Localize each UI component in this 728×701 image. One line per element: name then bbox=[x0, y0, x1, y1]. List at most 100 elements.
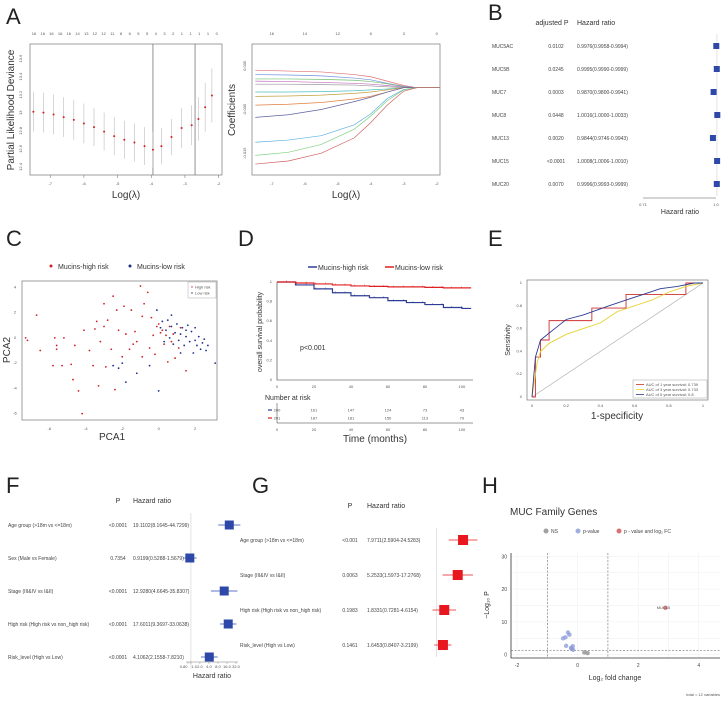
top-count-label: 16 bbox=[270, 31, 275, 36]
top-count-label: 11 bbox=[110, 31, 115, 36]
cv-point bbox=[133, 141, 136, 144]
y-tick-label: 0.2 bbox=[266, 357, 272, 362]
x-tick-label: 0 bbox=[276, 384, 279, 389]
pca-point bbox=[135, 340, 138, 343]
pca-point bbox=[55, 348, 58, 351]
at-risk-count: 124 bbox=[385, 408, 392, 413]
coefficient-path bbox=[255, 87, 440, 106]
pca-point bbox=[134, 330, 136, 333]
y-tick-label: 0 bbox=[270, 377, 273, 382]
row-label: MUC15 bbox=[492, 159, 509, 165]
top-count-label: 0 bbox=[436, 31, 439, 36]
y-tick-label: 12.6 bbox=[18, 144, 23, 153]
p-column-header: P bbox=[348, 503, 353, 510]
hr-marker bbox=[452, 570, 463, 580]
pca-point bbox=[52, 364, 54, 367]
cv-plot-frame bbox=[29, 43, 223, 176]
row-hazard-ratio: 1.8331(0.7281-4.6154) bbox=[367, 608, 418, 614]
top-count-label: 13 bbox=[84, 31, 89, 36]
top-count-label: 12 bbox=[336, 31, 341, 36]
y-tick-label: 4 bbox=[14, 284, 17, 289]
roc-legend-label: AUC of 5 year survival: 0.8 bbox=[646, 392, 694, 397]
pca-point bbox=[139, 285, 142, 287]
hr-column-header: Hazard ratio bbox=[133, 498, 171, 505]
coef-plot-frame bbox=[251, 43, 441, 176]
pca-point bbox=[157, 323, 160, 325]
y-tick-label: 0 bbox=[14, 335, 17, 340]
pca-point bbox=[92, 364, 94, 367]
row-hazard-ratio: 19.1102(8.1645-44.7299) bbox=[133, 523, 189, 529]
pca-point bbox=[130, 309, 133, 311]
y-tick-label: 30 bbox=[501, 554, 507, 560]
row-label: Sex (Male vs Female) bbox=[8, 556, 57, 562]
x-tick-label: 4 bbox=[697, 663, 700, 669]
row-hazard-ratio: 12.9280(4.6645-35.8307) bbox=[133, 589, 190, 595]
x-tick-label: -4 bbox=[369, 181, 373, 186]
hr-column-header: Hazard ratio bbox=[367, 503, 405, 510]
coefficient-path bbox=[255, 74, 440, 89]
hr-marker bbox=[223, 619, 233, 629]
pca-point bbox=[179, 352, 182, 354]
roc-curve bbox=[531, 282, 703, 398]
cv-point bbox=[204, 106, 207, 109]
row-hazard-ratio: 0.9870(0.9800-0.9941) bbox=[577, 90, 628, 96]
y-tick-label: 13.6 bbox=[18, 54, 23, 63]
pca-point bbox=[165, 334, 167, 337]
top-count-label: 4 bbox=[155, 31, 158, 36]
x-tick-label: 1 bbox=[702, 403, 705, 408]
pca-point bbox=[83, 329, 85, 332]
legend-marker bbox=[575, 528, 581, 534]
panel-label-a: A bbox=[6, 4, 21, 29]
x-tick-label: -6 bbox=[48, 426, 52, 431]
pca-point bbox=[176, 323, 178, 325]
x-tick-label: 0 bbox=[531, 403, 534, 408]
legend-marker-high bbox=[49, 264, 53, 268]
volcano-point bbox=[568, 645, 574, 651]
pca-point bbox=[103, 325, 105, 328]
x-tick-label: 0 bbox=[576, 663, 579, 669]
panel-label-f: F bbox=[6, 473, 19, 498]
x-axis-label: Log(λ) bbox=[332, 190, 360, 201]
panel-label-d: D bbox=[238, 226, 254, 251]
pca-point bbox=[154, 353, 156, 356]
x-tick-label: -6 bbox=[303, 181, 307, 186]
x-tick-label: 80 bbox=[423, 384, 428, 389]
pca-point bbox=[177, 347, 180, 349]
legend-marker bbox=[543, 528, 549, 534]
row-hazard-ratio: 1.0016(1.0000-1.0033) bbox=[577, 113, 628, 119]
row-label: MUC20 bbox=[492, 182, 509, 188]
pca-point bbox=[123, 305, 125, 308]
x-axis-label: Log₂ fold change bbox=[589, 675, 642, 682]
row-hazard-ratio: 4.1062(2.1558-7.8210) bbox=[133, 655, 184, 661]
x-tick-label: 16.0 bbox=[223, 664, 232, 669]
row-label: Risk_level (High vs Low) bbox=[8, 655, 63, 661]
volcano-point bbox=[585, 650, 590, 656]
cv-point bbox=[72, 118, 75, 121]
panel-label-b: B bbox=[488, 0, 503, 25]
pca-point bbox=[163, 343, 166, 346]
pca-point bbox=[99, 340, 102, 343]
pca-point bbox=[135, 372, 138, 375]
cv-point bbox=[123, 138, 126, 141]
top-count-label: 3 bbox=[163, 31, 166, 36]
pca-point bbox=[95, 320, 98, 323]
y-tick-label: -6 bbox=[13, 411, 17, 416]
pca-point bbox=[194, 339, 197, 342]
coefficient-path bbox=[255, 87, 440, 156]
y-tick-label: 13.4 bbox=[18, 72, 23, 81]
pca-point bbox=[148, 347, 151, 349]
y-tick-label: 12.8 bbox=[18, 126, 23, 135]
cv-point bbox=[93, 126, 95, 129]
at-risk-count: 79 bbox=[460, 416, 465, 421]
coefficient-path bbox=[255, 87, 440, 118]
x-tick-label: 8.0 bbox=[215, 664, 221, 669]
inner-legend-label: Low risk bbox=[195, 291, 210, 296]
top-count-label: 2 bbox=[172, 31, 175, 36]
x-tick-label: -2 bbox=[217, 181, 221, 186]
pca-point bbox=[115, 309, 118, 311]
inner-legend-label: High risk bbox=[195, 285, 211, 290]
row-hazard-ratio: 0.9844(0.9746-0.9943) bbox=[577, 136, 628, 142]
pca-point bbox=[148, 364, 151, 367]
row-label: MUC7 bbox=[492, 90, 506, 96]
legend-label: Mucins-high risk bbox=[318, 265, 369, 272]
